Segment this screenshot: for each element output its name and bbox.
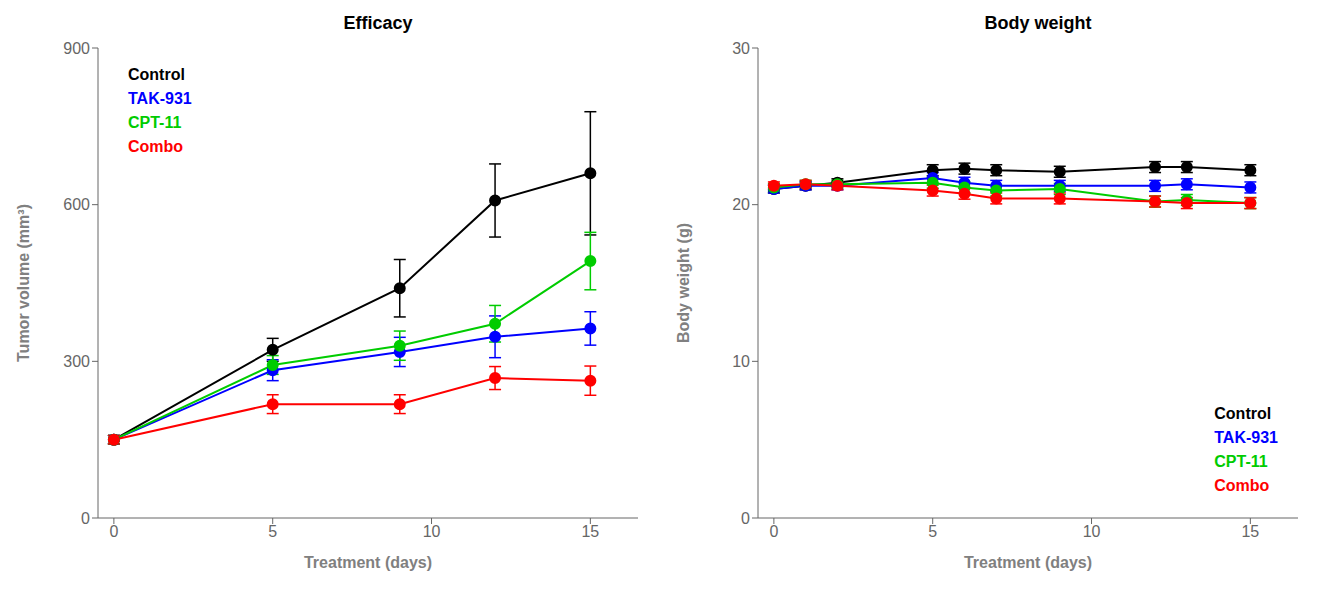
html-text:CPT-11: CPT-11: [128, 114, 182, 131]
svg-text:0: 0: [769, 523, 778, 540]
html-text:Control: Control: [1214, 405, 1272, 422]
svg-text:5: 5: [268, 523, 277, 540]
svg-text:300: 300: [63, 353, 90, 370]
html-text:Body weight: Body weight: [984, 13, 1092, 33]
svg-text:10: 10: [1083, 523, 1101, 540]
svg-text:0: 0: [109, 523, 118, 540]
svg-text:10: 10: [423, 523, 441, 540]
html-text:Combo: Combo: [1214, 477, 1270, 494]
svg-text:15: 15: [1241, 523, 1259, 540]
svg-text:Treatment (days): Treatment (days): [304, 554, 432, 571]
svg-text:0: 0: [741, 510, 750, 527]
html-text:Control: Control: [128, 66, 185, 83]
html-text:Efficacy: Efficacy: [343, 13, 413, 33]
svg-text:10: 10: [732, 353, 750, 370]
svg-text:Tumor volume (mm³): Tumor volume (mm³): [15, 204, 32, 362]
html-text:Combo: Combo: [128, 138, 184, 155]
svg-text:5: 5: [928, 523, 937, 540]
html-text:TAK-931: TAK-931: [1214, 429, 1278, 446]
svg-text:0: 0: [81, 510, 90, 527]
svg-text:900: 900: [63, 40, 90, 57]
svg-text:600: 600: [63, 196, 90, 213]
svg-text:Treatment (days): Treatment (days): [964, 554, 1092, 571]
svg-text:Body weight (g): Body weight (g): [675, 223, 692, 343]
html-text:TAK-931: TAK-931: [128, 90, 192, 107]
html-text:CPT-11: CPT-11: [1214, 453, 1268, 470]
svg-text:15: 15: [581, 523, 599, 540]
svg-text:30: 30: [732, 40, 750, 57]
svg-text:20: 20: [732, 196, 750, 213]
